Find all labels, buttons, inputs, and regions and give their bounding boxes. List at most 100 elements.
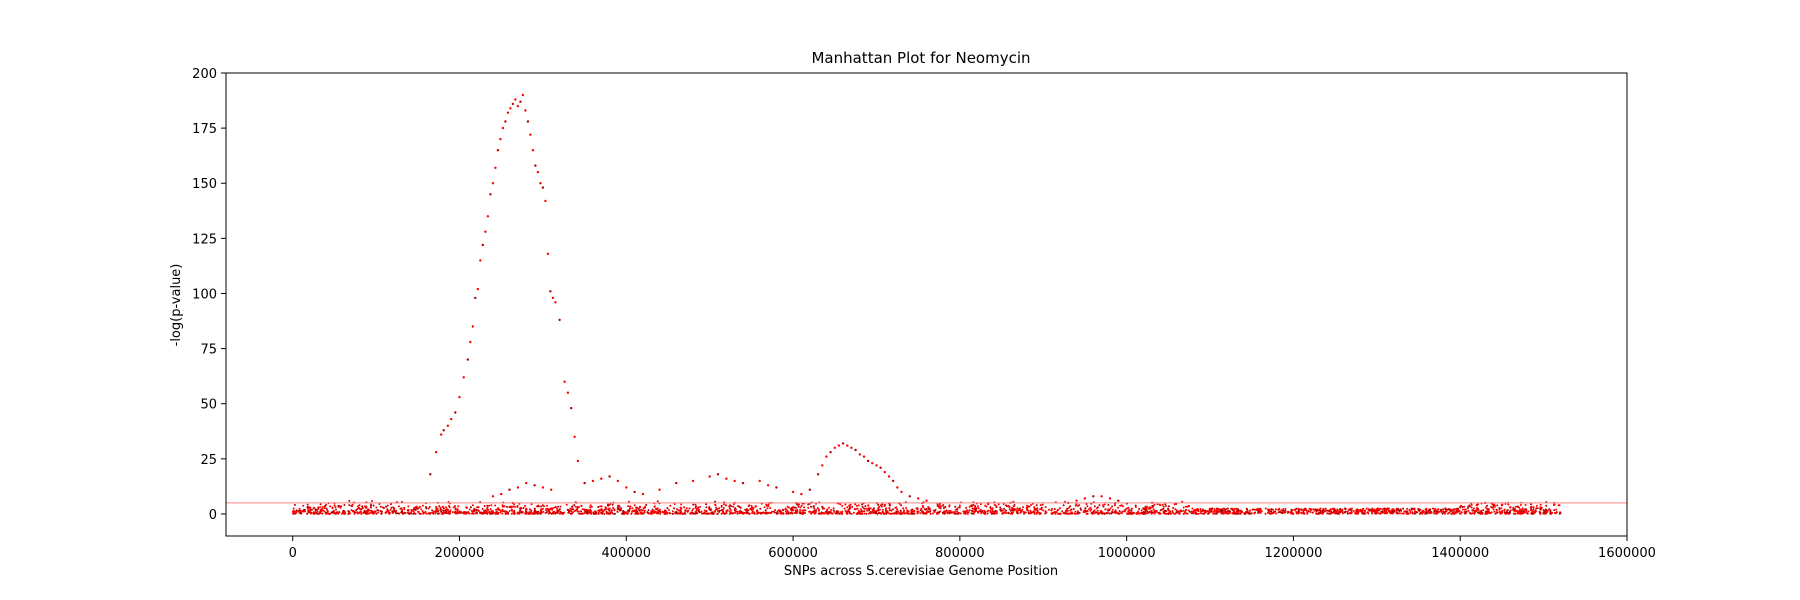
- snp-point: [817, 508, 820, 511]
- snp-point: [862, 455, 866, 458]
- snp-point: [1449, 508, 1452, 511]
- snp-point: [403, 508, 406, 511]
- y-tick-label: 125: [192, 232, 217, 247]
- snp-point: [1460, 504, 1463, 507]
- snp-point: [1311, 511, 1314, 514]
- snp-point: [353, 511, 356, 514]
- snp-point: [488, 504, 490, 507]
- snp-point: [1011, 512, 1014, 515]
- snp-point: [325, 507, 328, 510]
- snp-point: [885, 508, 888, 510]
- snp-point: [344, 511, 347, 514]
- snp-point: [1409, 512, 1412, 514]
- snp-point: [625, 486, 628, 489]
- snp-point: [794, 511, 797, 514]
- snp-point: [511, 102, 515, 106]
- snp-point: [486, 506, 489, 509]
- snp-point: [321, 505, 324, 508]
- snp-point: [1416, 511, 1418, 514]
- snp-point: [1044, 506, 1047, 508]
- snp-point: [990, 512, 993, 515]
- snp-point: [316, 510, 319, 513]
- snp-point: [1539, 506, 1542, 509]
- snp-point: [1051, 511, 1054, 514]
- snp-point: [489, 193, 492, 196]
- snp-point: [821, 505, 824, 508]
- snp-point: [1267, 509, 1270, 512]
- snp-point: [540, 509, 543, 512]
- snp-point: [1529, 509, 1532, 512]
- snp-point: [1479, 510, 1482, 513]
- snp-point: [1358, 509, 1361, 512]
- snp-point: [921, 504, 924, 507]
- snp-point: [746, 509, 749, 512]
- snp-point: [850, 446, 853, 449]
- snp-point: [574, 509, 577, 512]
- snp-point: [772, 510, 775, 513]
- snp-point: [314, 508, 317, 511]
- snp-point: [1434, 507, 1437, 510]
- snp-point: [590, 505, 593, 508]
- snp-point: [356, 508, 359, 510]
- snp-point: [1424, 511, 1427, 514]
- snp-point: [1315, 512, 1318, 515]
- y-tick-label: 0: [209, 508, 217, 523]
- snp-point: [450, 417, 453, 421]
- snp-point: [1095, 507, 1098, 510]
- snp-point: [647, 509, 650, 512]
- snp-point: [1447, 512, 1449, 515]
- snp-point: [496, 508, 499, 511]
- snp-point: [554, 511, 557, 514]
- snp-point: [434, 510, 437, 513]
- x-axis-label: SNPs across S.cerevisiae Genome Position: [784, 564, 1058, 579]
- snp-point: [919, 512, 922, 515]
- snp-point: [1277, 511, 1280, 514]
- snp-point: [448, 504, 450, 507]
- snp-point: [716, 473, 720, 476]
- snp-point: [553, 506, 556, 509]
- snp-point: [1130, 509, 1133, 512]
- snp-point: [993, 503, 996, 506]
- snp-point: [300, 511, 303, 513]
- snp-point: [421, 510, 424, 513]
- snp-point: [846, 506, 849, 509]
- snp-point: [651, 508, 654, 511]
- snp-point: [375, 512, 378, 515]
- snp-point: [1239, 512, 1242, 515]
- snp-point: [1197, 512, 1200, 515]
- snp-point: [1454, 512, 1457, 515]
- snp-point: [905, 512, 908, 515]
- snp-point: [653, 511, 656, 514]
- snp-point: [800, 504, 803, 507]
- snp-point: [748, 512, 751, 515]
- snp-point: [678, 512, 681, 515]
- snp-point: [484, 511, 486, 514]
- snp-point: [1075, 499, 1078, 502]
- snp-point: [640, 508, 643, 511]
- snp-point: [792, 506, 795, 508]
- snp-point: [550, 488, 553, 491]
- snp-point: [1061, 510, 1064, 513]
- snp-point: [494, 511, 497, 514]
- snp-point: [369, 506, 372, 509]
- snp-point: [698, 508, 701, 511]
- snp-point: [360, 512, 363, 515]
- y-axis-ticks: 0 25 50 75 100 125 150 175 200: [192, 67, 226, 523]
- snp-point: [1214, 512, 1217, 515]
- snp-point: [720, 505, 723, 508]
- snp-point: [490, 512, 493, 515]
- snp-point: [900, 504, 903, 507]
- snp-point: [536, 505, 539, 508]
- snp-point: [1253, 512, 1256, 515]
- snp-point: [1313, 509, 1316, 512]
- snp-point: [381, 506, 384, 509]
- snp-point: [335, 508, 337, 511]
- snp-point: [1503, 509, 1506, 512]
- snp-point: [699, 505, 701, 508]
- snp-point: [1042, 509, 1045, 512]
- snp-point: [871, 462, 874, 465]
- snp-point: [816, 473, 820, 476]
- snp-point: [1501, 503, 1504, 506]
- snp-point: [673, 507, 676, 510]
- snp-point: [1093, 505, 1096, 508]
